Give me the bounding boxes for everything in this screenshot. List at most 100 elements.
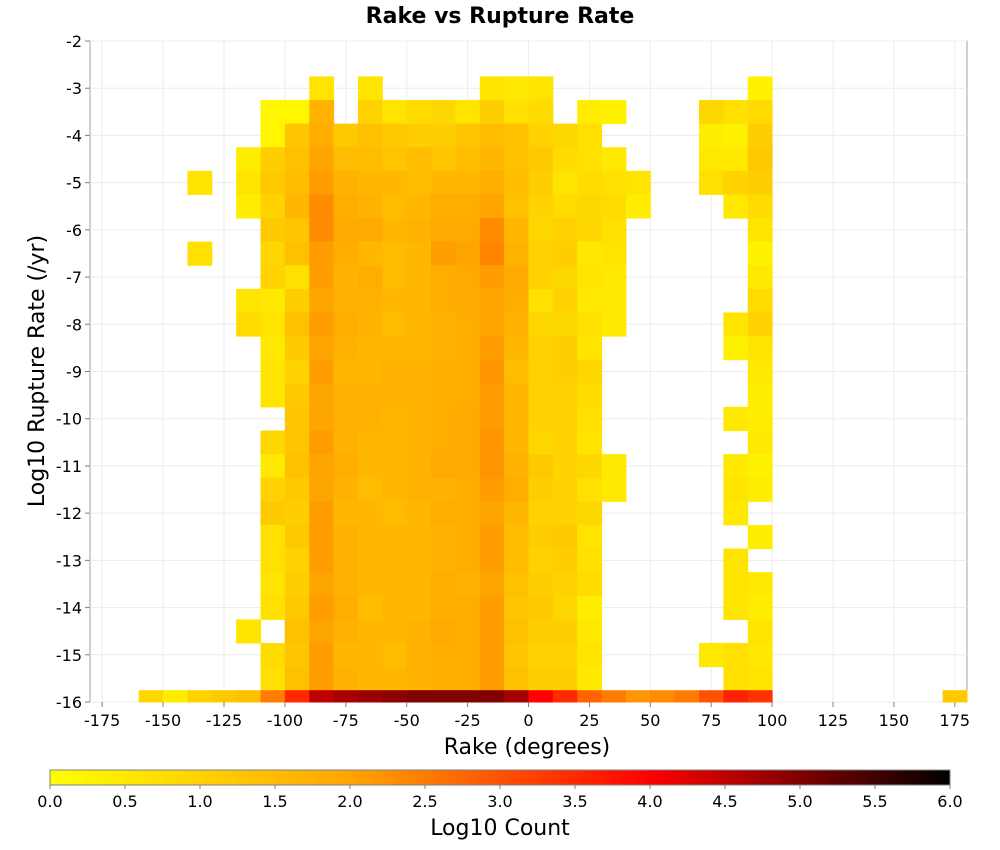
- heatmap-cell: [260, 524, 286, 550]
- heatmap-cell: [504, 218, 529, 243]
- heatmap-cell: [284, 430, 310, 455]
- heatmap-cell: [284, 572, 310, 597]
- y-tick-label: -7: [66, 268, 82, 287]
- heatmap-cell: [699, 170, 724, 195]
- y-tick-label: -15: [56, 646, 82, 665]
- y-tick-label: -9: [66, 363, 82, 382]
- y-tick-label: -12: [56, 504, 82, 523]
- heatmap-cell: [455, 147, 481, 172]
- heatmap-cell: [406, 501, 432, 526]
- heatmap-cell: [504, 501, 529, 526]
- heatmap-cell: [357, 595, 383, 620]
- heatmap-cell: [284, 690, 310, 703]
- heatmap-cell: [431, 241, 456, 266]
- heatmap-cell: [747, 477, 773, 502]
- colorbar-tick-label: 2.5: [412, 792, 437, 811]
- heatmap-cell: [699, 123, 724, 148]
- heatmap-cell: [260, 430, 286, 455]
- heatmap-cell: [552, 147, 578, 172]
- heatmap-cell: [504, 666, 529, 691]
- heatmap-cell: [260, 572, 286, 597]
- heatmap-cell: [528, 123, 554, 148]
- heatmap-cell: [747, 76, 773, 101]
- heatmap-cell: [406, 383, 432, 408]
- heatmap-cell: [455, 690, 481, 703]
- heatmap-cell: [357, 312, 383, 337]
- heatmap-cell: [552, 690, 578, 703]
- x-tick-label: -25: [455, 711, 481, 730]
- heatmap-cell: [577, 241, 603, 266]
- heatmap-cell: [479, 548, 505, 573]
- heatmap-cell: [309, 690, 335, 703]
- heatmap-cell: [333, 690, 359, 703]
- heatmap-cell: [577, 336, 603, 361]
- heatmap-cell: [309, 454, 335, 479]
- heatmap-cell: [723, 170, 749, 195]
- heatmap-cell: [699, 147, 724, 172]
- heatmap-cell: [528, 147, 554, 172]
- heatmap-cell: [309, 265, 335, 290]
- heatmap-cell: [552, 619, 578, 644]
- heatmap-cell: [406, 359, 432, 384]
- heatmap-cell: [577, 524, 603, 550]
- heatmap-cell: [406, 147, 432, 172]
- heatmap-cell: [577, 288, 603, 313]
- heatmap-cell: [577, 454, 603, 479]
- x-tick-label: 150: [879, 711, 910, 730]
- heatmap-cell: [357, 642, 383, 668]
- heatmap-cell: [601, 147, 627, 172]
- heatmap-cell: [479, 690, 505, 703]
- heatmap-cell: [357, 524, 383, 550]
- colorbar-tick-label: 1.0: [187, 792, 212, 811]
- heatmap-cell: [747, 123, 773, 148]
- heatmap-cell: [455, 619, 481, 644]
- heatmap-cell: [431, 194, 456, 219]
- heatmap-cell: [431, 524, 456, 550]
- heatmap-cell: [382, 218, 408, 243]
- x-tick-label: 50: [640, 711, 660, 730]
- heatmap-cell: [528, 265, 554, 290]
- y-axis-ticks: -2 -3 -4 -5 -6 -7 -8 -9 -10 -11 -12 -13 -14 -15 -16: [56, 32, 90, 712]
- heatmap-cell: [747, 218, 773, 243]
- heatmap-cell: [552, 548, 578, 573]
- heatmap-cell: [747, 312, 773, 337]
- heatmap-cell: [528, 194, 554, 219]
- heatmap-cell: [431, 666, 456, 691]
- heatmap-cell: [431, 619, 456, 644]
- heatmap-cell: [382, 690, 408, 703]
- heatmap-cell: [284, 312, 310, 337]
- heatmap-cell: [431, 595, 456, 620]
- heatmap-cell: [479, 147, 505, 172]
- heatmap-cell: [504, 241, 529, 266]
- heatmap-cell: [747, 336, 773, 361]
- heatmap-cell: [357, 241, 383, 266]
- heatmap-cell: [552, 430, 578, 455]
- heatmap-cell: [382, 100, 408, 125]
- heatmap-cell: [357, 430, 383, 455]
- colorbar-tick-label: 2.0: [337, 792, 362, 811]
- heatmap-cell: [528, 218, 554, 243]
- colorbar-tick-label: 0.5: [112, 792, 137, 811]
- heatmap-cell: [236, 690, 262, 703]
- heatmap-cell: [260, 501, 286, 526]
- heatmap-cell: [528, 383, 554, 408]
- heatmap-cell: [552, 218, 578, 243]
- heatmap-cell: [723, 642, 749, 668]
- heatmap-cell: [236, 619, 262, 644]
- heatmap-cell: [382, 454, 408, 479]
- heatmap-cell: [552, 336, 578, 361]
- heatmap-cell: [577, 501, 603, 526]
- heatmap-cell: [431, 147, 456, 172]
- heatmap-cell: [138, 690, 164, 703]
- heatmap-cell: [260, 312, 286, 337]
- heatmap-cell: [552, 572, 578, 597]
- heatmap-cell: [479, 666, 505, 691]
- heatmap-cell: [455, 241, 481, 266]
- chart-title: Rake vs Rupture Rate: [366, 4, 635, 29]
- heatmap-cell: [455, 123, 481, 148]
- heatmap-cell: [479, 312, 505, 337]
- heatmap-cell: [333, 642, 359, 668]
- heatmap-cell: [309, 76, 335, 101]
- heatmap-cell: [284, 501, 310, 526]
- heatmap-cell: [333, 336, 359, 361]
